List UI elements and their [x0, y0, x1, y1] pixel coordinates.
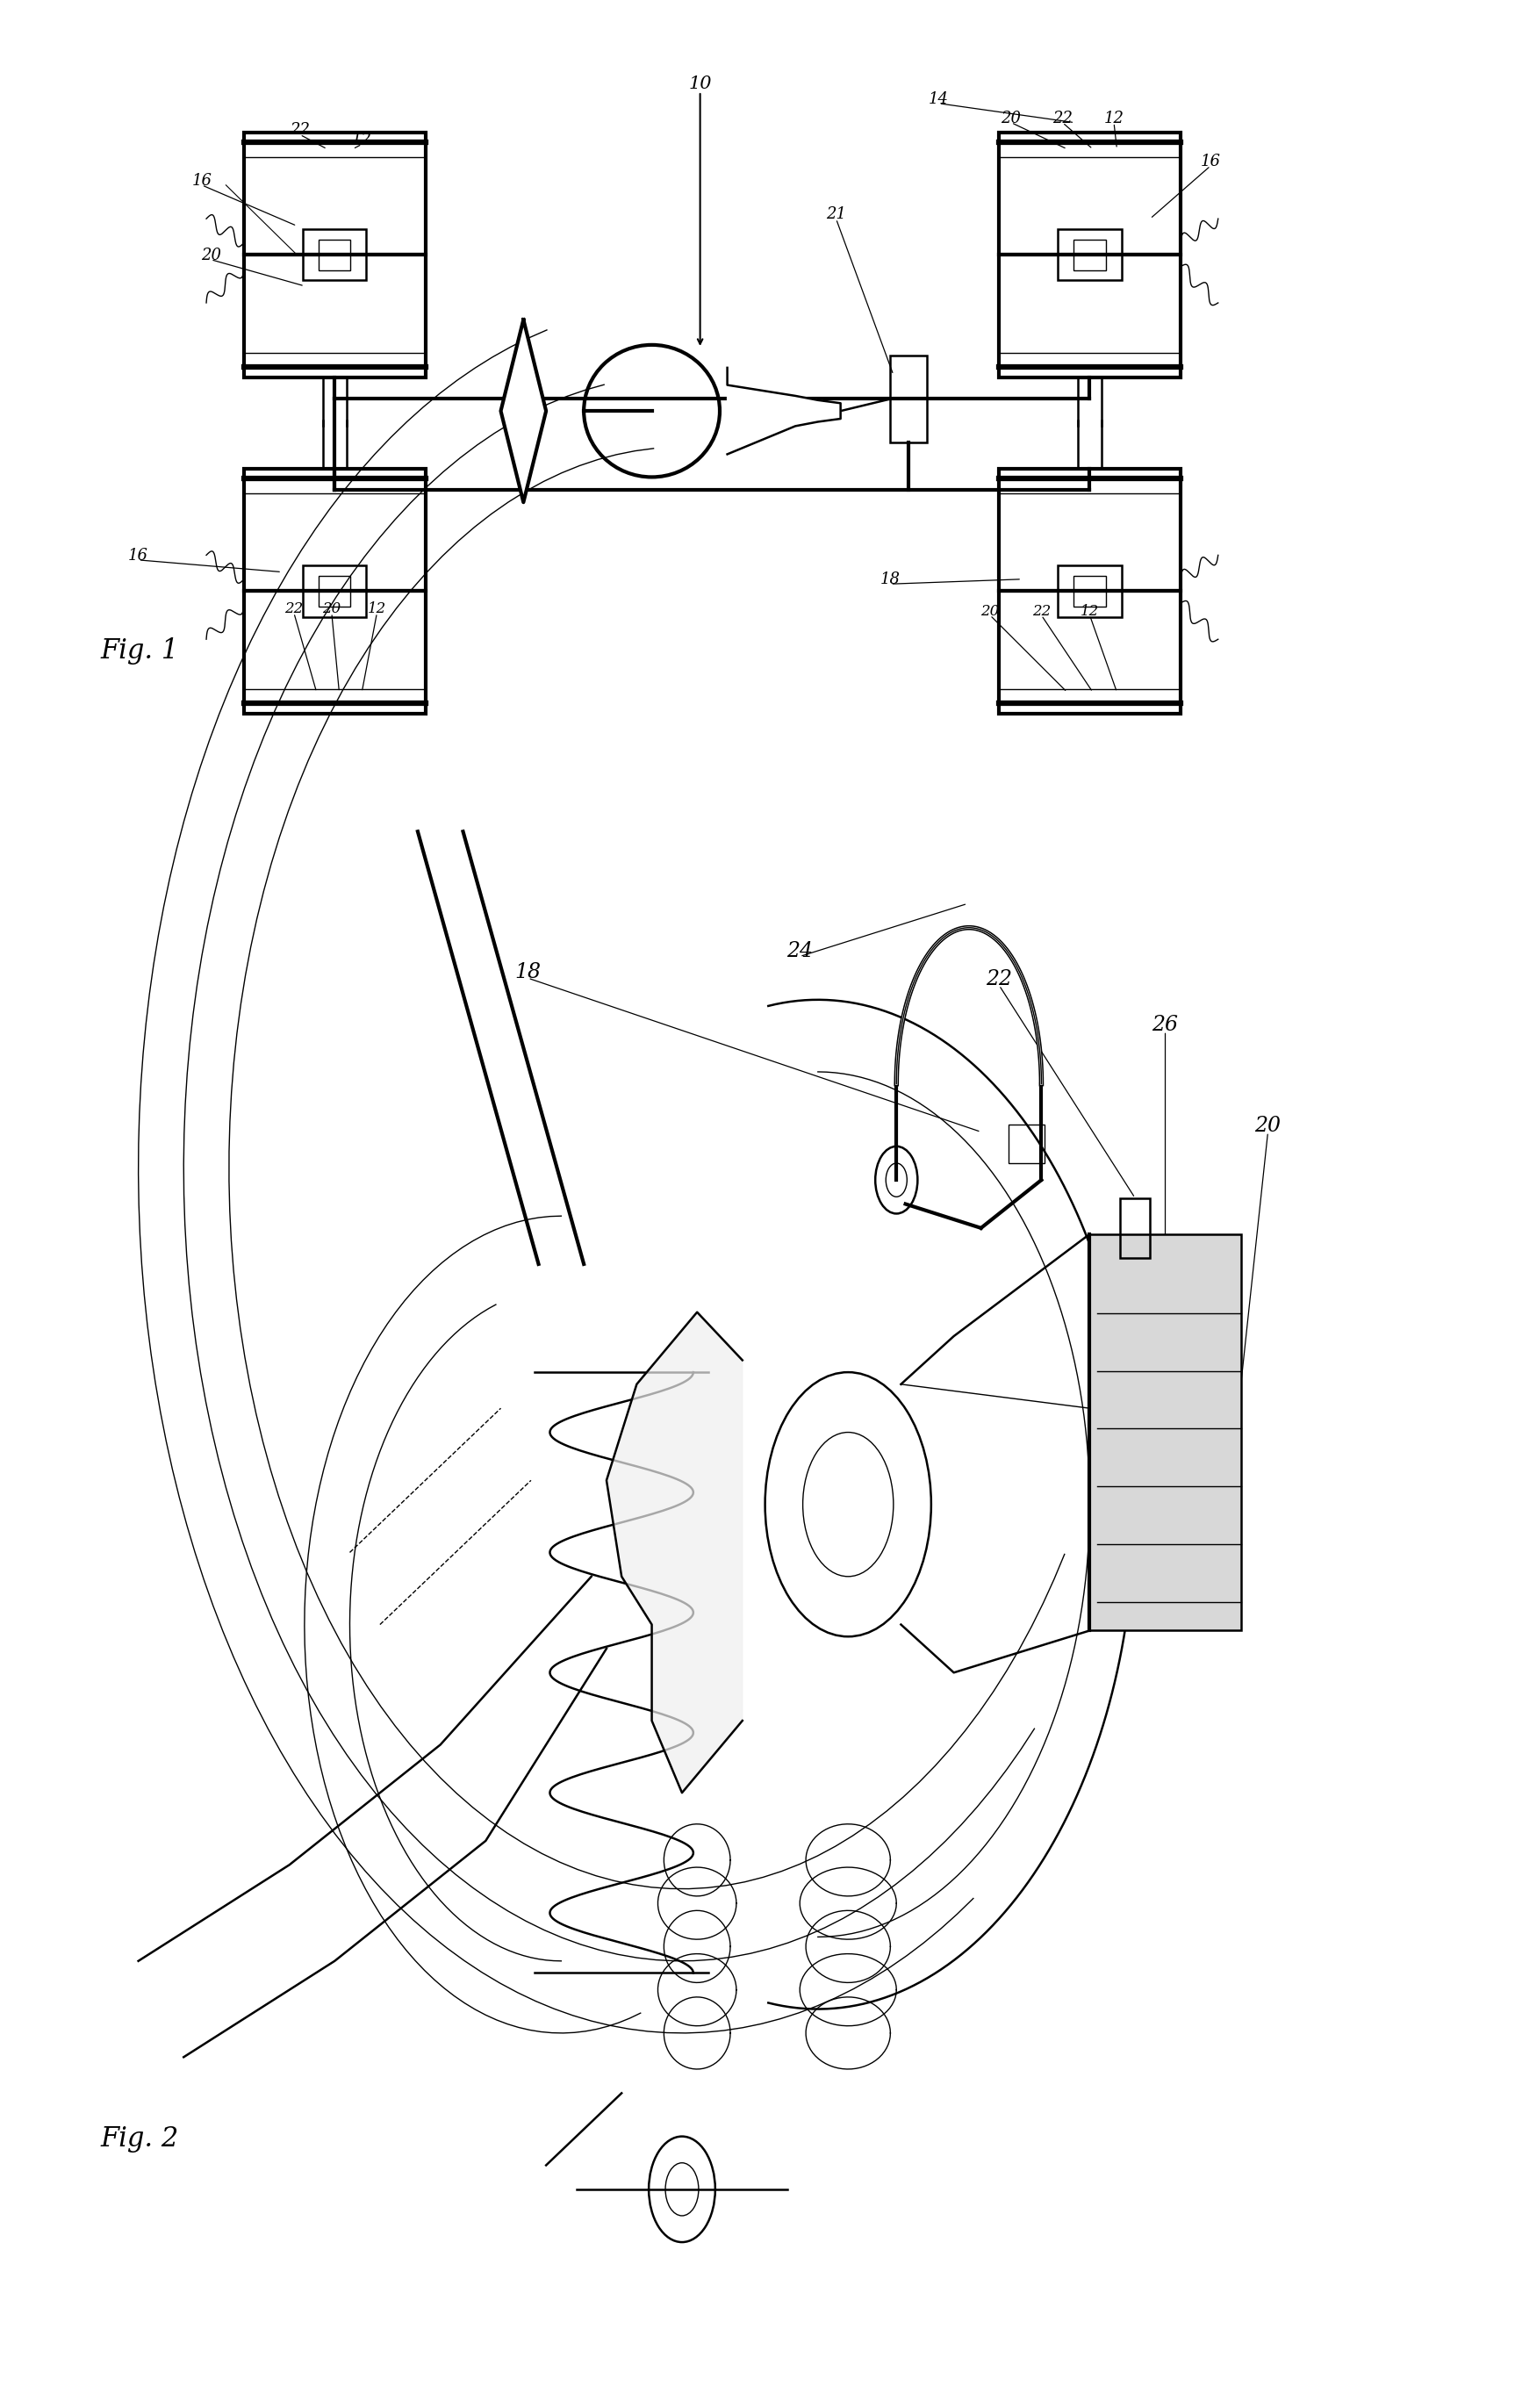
Text: 10: 10: [688, 75, 712, 92]
Text: 16: 16: [192, 173, 212, 188]
Bar: [998, 255, 1180, 378]
Polygon shape: [727, 368, 841, 455]
Bar: [998, 470, 1180, 592]
Bar: [303, 229, 367, 279]
Text: 12: 12: [1080, 604, 1098, 619]
Text: 22: 22: [289, 123, 311, 137]
Bar: [1057, 566, 1121, 616]
Text: Fig. 2: Fig. 2: [100, 2124, 179, 2153]
Bar: [1074, 238, 1106, 270]
Bar: [244, 132, 426, 255]
Bar: [1007, 1125, 1044, 1163]
Text: 20: 20: [980, 604, 1000, 619]
Text: 24: 24: [786, 942, 814, 961]
Text: 22: 22: [1053, 111, 1073, 125]
Bar: [244, 470, 426, 592]
Text: 16: 16: [129, 547, 148, 563]
Text: 12: 12: [368, 602, 386, 616]
Bar: [303, 566, 367, 616]
Text: 22: 22: [986, 970, 1012, 990]
Text: 12: 12: [1104, 111, 1124, 125]
Text: 21: 21: [826, 207, 845, 222]
Bar: [1057, 229, 1121, 279]
Bar: [244, 255, 426, 378]
Text: 22: 22: [1032, 604, 1051, 619]
Text: 20: 20: [323, 602, 341, 616]
Text: 20: 20: [1001, 111, 1021, 125]
Bar: [998, 592, 1180, 713]
Text: 20: 20: [201, 248, 221, 262]
Bar: [318, 576, 350, 607]
Bar: [1120, 1199, 1150, 1257]
Bar: [998, 132, 1180, 255]
Text: 18: 18: [880, 571, 900, 588]
Polygon shape: [501, 320, 545, 503]
Bar: [1089, 1233, 1241, 1630]
Bar: [244, 592, 426, 713]
Bar: [318, 238, 350, 270]
Text: 12: 12: [351, 132, 373, 147]
Text: 22: 22: [285, 602, 303, 616]
Polygon shape: [606, 1312, 742, 1794]
Text: 18: 18: [515, 963, 541, 982]
Text: 26: 26: [1151, 1016, 1179, 1035]
Text: 16: 16: [1200, 154, 1221, 169]
Text: Fig. 1: Fig. 1: [100, 638, 179, 665]
Text: 14: 14: [929, 92, 948, 106]
Bar: [891, 356, 927, 443]
Text: 20: 20: [1254, 1115, 1282, 1137]
Bar: [1074, 576, 1106, 607]
